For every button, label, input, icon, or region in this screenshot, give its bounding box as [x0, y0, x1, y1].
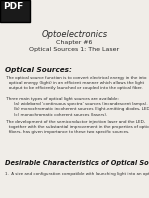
Text: Chapter #6: Chapter #6	[56, 40, 93, 45]
FancyBboxPatch shape	[0, 0, 30, 22]
Text: The optical source function is to convert electrical energy in the into
   optic: The optical source function is to conver…	[5, 76, 146, 90]
Text: Desirable Characteristics of Optical Sources:: Desirable Characteristics of Optical Sou…	[5, 160, 149, 166]
Text: Three main types of optical light sources are available:
       (a) wideband ‘co: Three main types of optical light source…	[5, 97, 149, 117]
Text: PDF: PDF	[3, 2, 23, 11]
Text: The development of the semiconductor injection laser and the LED,
   together wi: The development of the semiconductor inj…	[5, 120, 149, 134]
Text: 1.  A size and configuration compatible with launching light into an optical fib: 1. A size and configuration compatible w…	[5, 172, 149, 176]
Text: Optical Sources 1: The Laser: Optical Sources 1: The Laser	[30, 47, 119, 52]
Text: Optoelectronics: Optoelectronics	[41, 30, 108, 39]
Text: Optical Sources:: Optical Sources:	[5, 67, 72, 73]
